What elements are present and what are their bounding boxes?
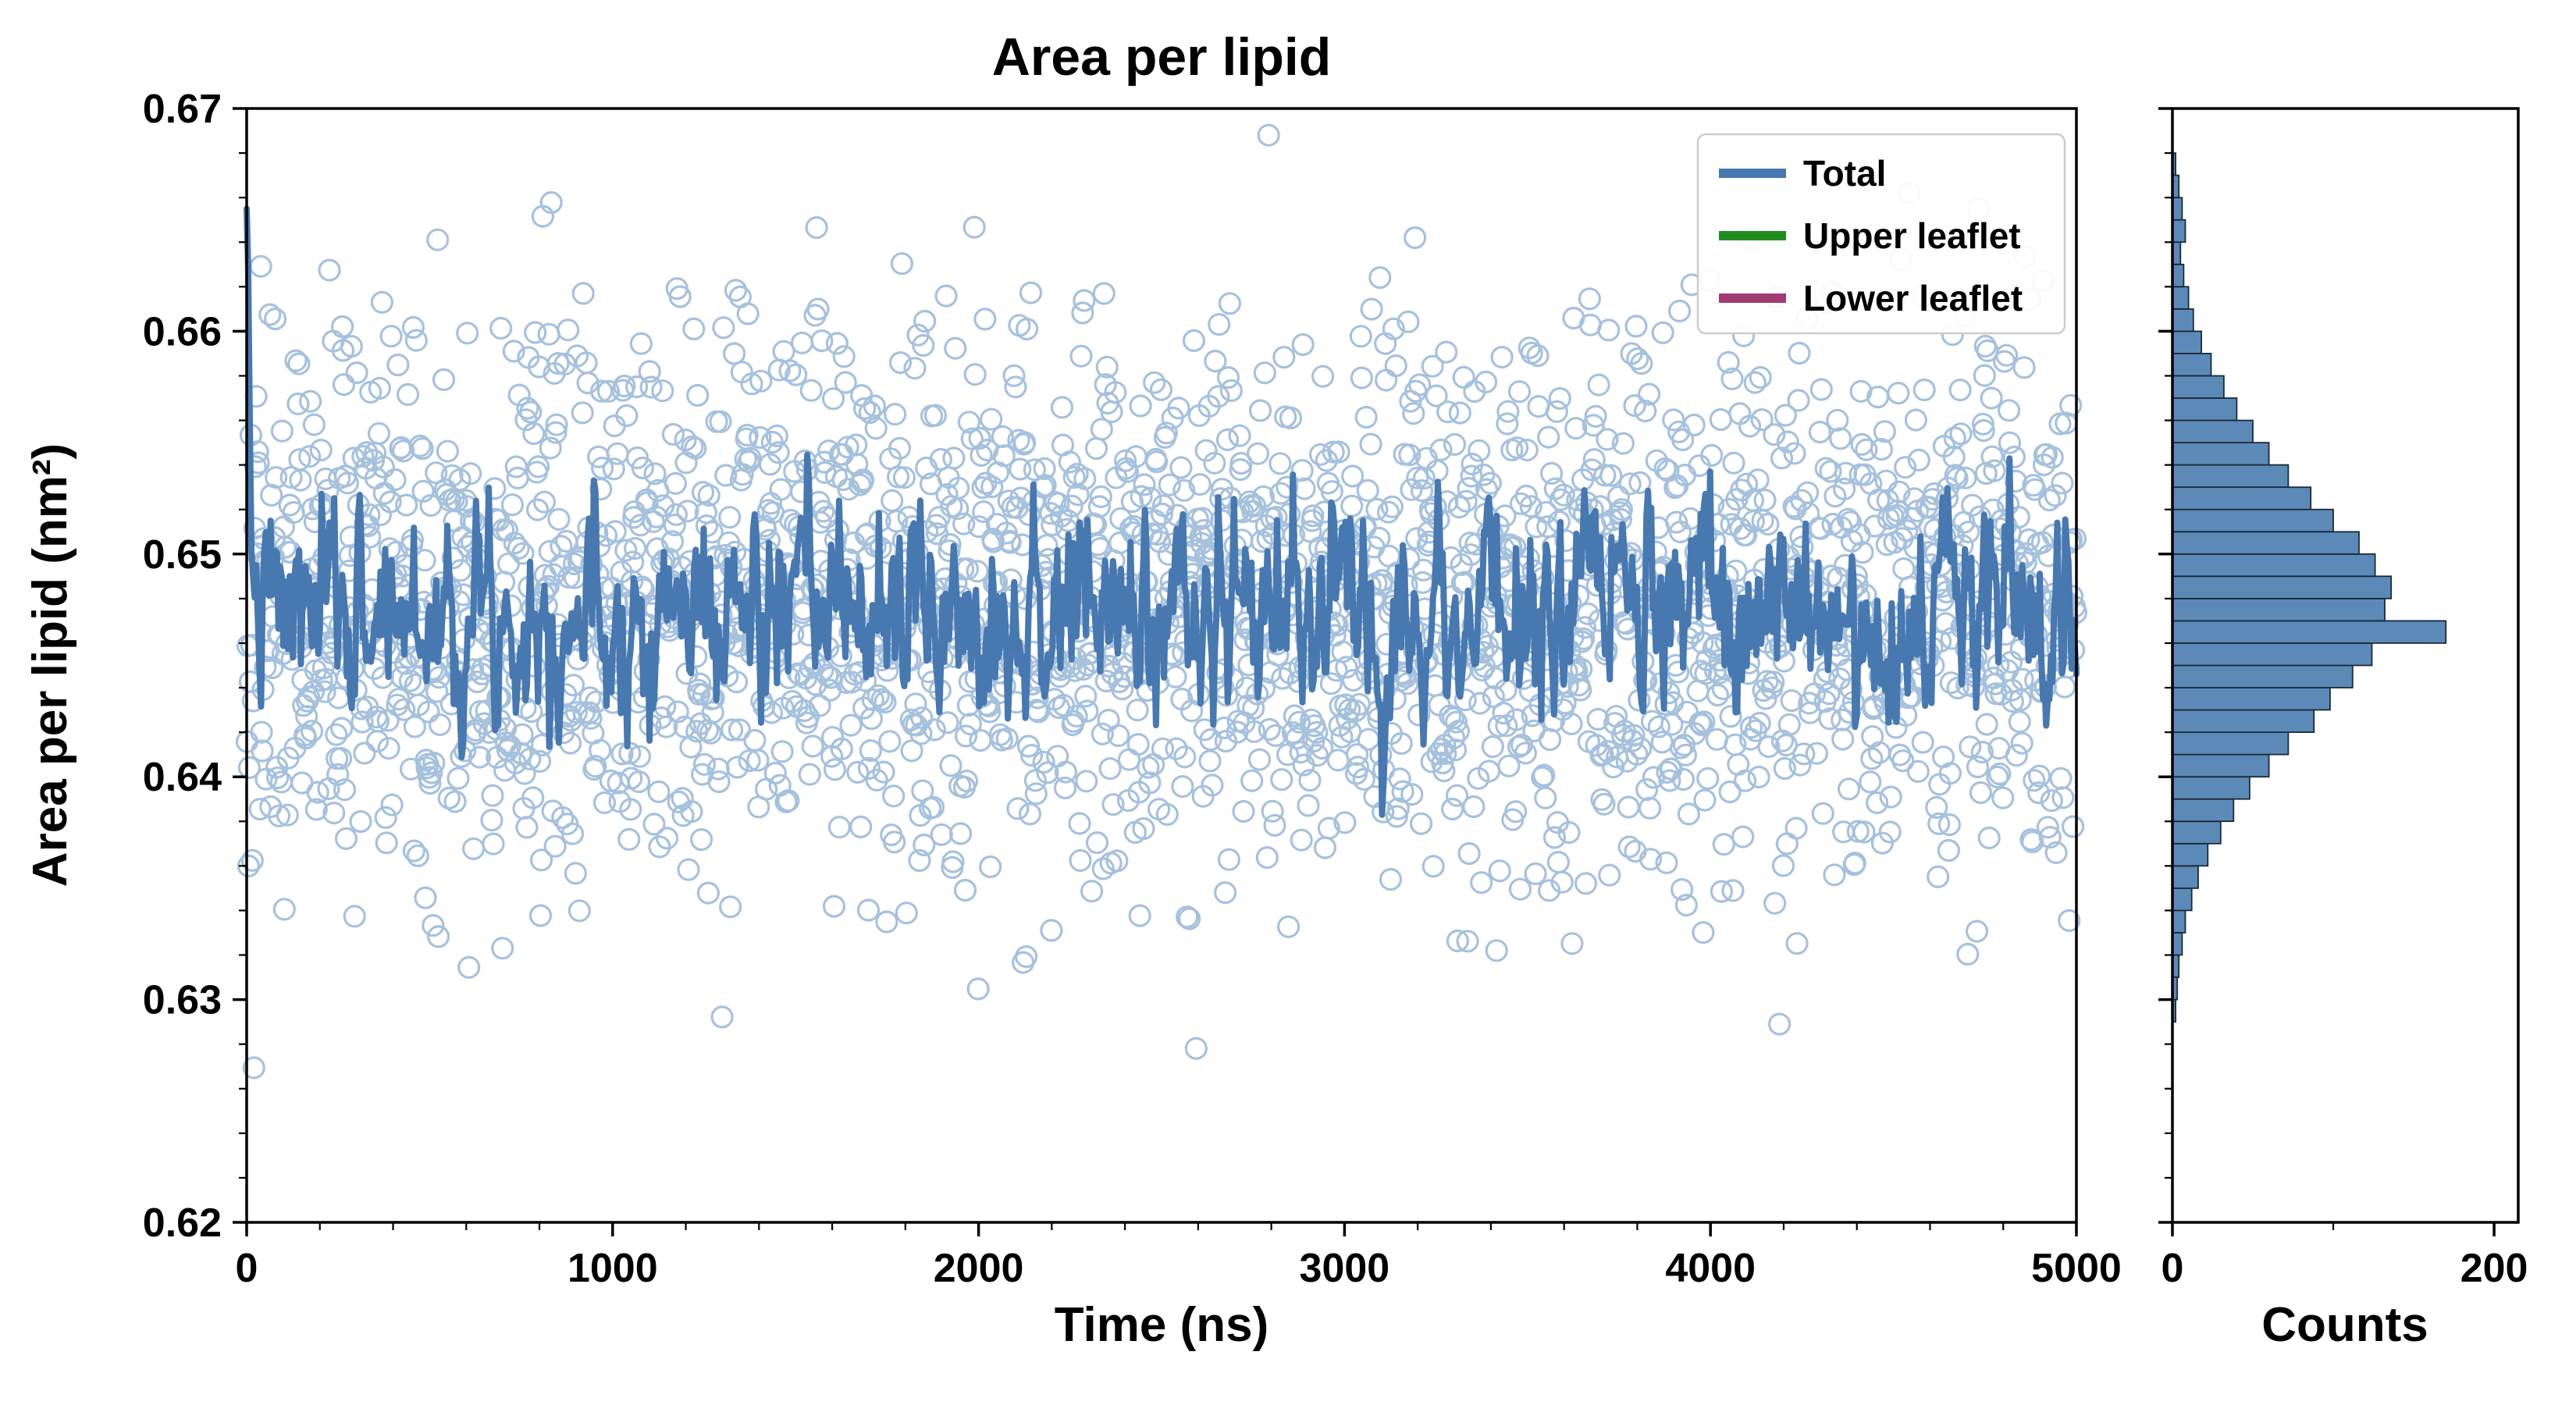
tick-label: 4000: [1665, 1246, 1756, 1291]
hist-bar: [2172, 620, 2447, 644]
tick-label: 0.65: [143, 532, 222, 578]
legend-label-lower-leaflet: Lower leaflet: [1803, 278, 2023, 318]
tick-label: 0.62: [143, 1200, 222, 1246]
hist-bar: [2172, 263, 2185, 288]
tick-label: 0.67: [143, 87, 222, 132]
hist-bar: [2172, 887, 2193, 912]
hist-bar: [2172, 709, 2315, 733]
hist-axes-frame: [2171, 107, 2520, 1224]
main-plot-area: 0 1000 2000 3000 4000 5000 0.62 0.63 0.64 0.65 0.6…: [143, 87, 2122, 1291]
hist-bar: [2172, 464, 2290, 488]
hist-bar: [2172, 598, 2386, 622]
hist-bar: [2172, 776, 2250, 800]
hist-bar: [2172, 553, 2376, 578]
hist-bar: [2172, 419, 2254, 443]
hist-bar: [2172, 397, 2238, 422]
legend: Total Upper leaflet Lower leaflet: [1696, 133, 2066, 335]
legend-label-total: Total: [1803, 153, 1886, 194]
hist-bar: [2172, 197, 2183, 221]
hist-bar: [2172, 575, 2393, 599]
hist-bar: [2172, 219, 2186, 244]
chart-title: Area per lipid: [992, 27, 1332, 87]
tick-label: 0.66: [143, 309, 222, 354]
tick-label: 0: [2161, 1246, 2184, 1291]
hist-bar: [2172, 820, 2222, 845]
hist-bar: [2172, 753, 2270, 778]
hist-bar: [2172, 330, 2202, 354]
hist-bar: [2172, 731, 2290, 756]
tick-label: 2000: [934, 1246, 1024, 1291]
y-axis-label-main: Area per lipid (nm²): [23, 443, 77, 887]
hist-bar: [2172, 486, 2312, 510]
hist-bar: [2172, 664, 2354, 688]
tick-label: 3000: [1300, 1246, 1390, 1291]
tick-label: 1000: [568, 1246, 658, 1291]
hist-bar: [2172, 642, 2373, 667]
hist-bar: [2172, 308, 2194, 333]
hist-bar: [2172, 531, 2360, 555]
hist-bar: [2172, 352, 2212, 377]
legend-label-upper-leaflet: Upper leaflet: [1803, 215, 2021, 256]
tick-label: 5000: [2031, 1246, 2122, 1291]
x-axis-label-main: Time (ns): [1055, 1298, 1268, 1352]
hist-bar: [2172, 687, 2331, 711]
hist-bar: [2172, 508, 2334, 533]
hist-bar: [2172, 286, 2190, 310]
hist-bar: [2172, 798, 2235, 823]
hist-bar: [2172, 375, 2225, 399]
hist-bar: [2172, 442, 2270, 466]
histogram-plot-area: 0 200: [2158, 107, 2528, 1291]
hist-bar: [2172, 842, 2209, 867]
hist-bar: [2172, 909, 2186, 934]
tick-label: 0.64: [143, 755, 222, 800]
tick-label: 0.63: [143, 978, 222, 1023]
x-axis-label-hist: Counts: [2261, 1298, 2428, 1352]
tick-label: 0: [236, 1246, 258, 1291]
total-line: [244, 205, 2080, 818]
main-axes-frame: [245, 107, 2078, 1224]
tick-label: 200: [2460, 1246, 2528, 1291]
legend-box: [1696, 133, 2066, 335]
hist-bar: [2172, 932, 2183, 956]
hist-bar: [2172, 865, 2199, 889]
